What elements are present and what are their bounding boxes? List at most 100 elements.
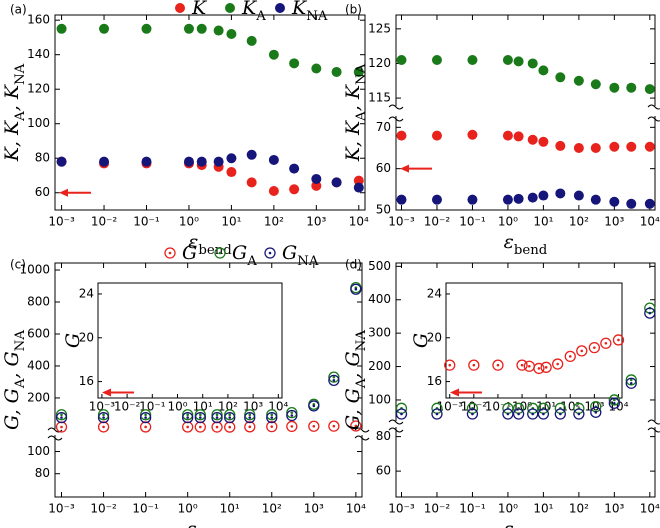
marker-dot [312,404,316,408]
data-point [396,130,407,141]
data-point [55,409,68,421]
legend-name: K [191,0,208,19]
label-part: G [62,333,84,348]
marker [211,409,223,421]
marker [194,411,206,424]
marker [527,58,538,69]
x-tick-label: 10⁻¹ [459,502,486,516]
y-tick-label: 115 [368,91,391,105]
arrow [400,164,432,173]
marker-dot [144,413,147,417]
data-point [246,35,257,46]
x-axis-label: εbend [504,518,548,528]
marker [214,247,226,259]
marker-dot [168,251,172,255]
marker-dot [471,412,474,416]
data-point [224,411,236,424]
marker-dot [60,416,63,419]
marker-dot [228,425,232,429]
axis-break-mark [47,435,63,441]
marker [268,49,279,60]
marker [513,193,524,204]
data-point [467,55,478,65]
marker [467,55,478,65]
marker [431,408,443,420]
data-point [331,66,342,77]
data-point [175,3,185,13]
inset-x-tick-label: 10⁻² [114,400,141,414]
data-point [353,182,364,193]
legend-name: G [282,242,297,264]
arrow [450,388,482,397]
plot-frame [54,14,366,211]
marker [226,28,237,39]
data-point [213,156,224,167]
data-point [573,143,584,153]
marker [467,194,478,205]
marker-dot [270,413,274,417]
legend-name: K [291,0,308,19]
data-point [266,420,278,433]
marker [600,337,612,349]
marker-dot [186,413,189,417]
marker [141,156,152,167]
marker [626,82,637,93]
marker-dot [268,251,272,255]
marker [527,408,539,420]
y-tick-label: 80 [35,151,50,165]
data-point [527,134,538,145]
y-tick-label: 1000 [19,263,50,277]
data-point [538,65,549,76]
x-tick-label: 10⁴ [346,502,366,516]
y-tick-label: 200 [27,390,50,404]
x-tick-label: 10⁴ [640,215,660,229]
axis-break-mark [354,427,370,433]
data-point [183,156,194,167]
y-tick-label: 100 [27,116,50,130]
marker-dot [215,425,219,429]
marker [56,156,67,167]
data-point [268,49,279,60]
marker-dot [568,355,572,358]
marker [266,409,278,421]
marker-dot [290,411,294,414]
x-tick-label: 10⁻³ [48,215,75,229]
marker [311,180,322,191]
marker [196,156,207,167]
marker-dot [199,416,202,419]
y-tick-label: 160 [27,13,50,27]
data-point [311,173,322,184]
marker [555,140,566,151]
data-point [555,72,566,83]
marker [139,421,152,433]
data-point [194,409,206,421]
axis-break-mark [388,116,404,122]
marker [609,196,620,207]
y-axis-label: K, KA, KNA [1,63,28,162]
marker-dot [60,425,63,429]
data-point [555,140,566,151]
marker [502,194,513,205]
data-point [211,411,223,424]
x-tick-label: 10¹ [220,502,240,516]
data-point [224,421,236,433]
panel-label: (d) [345,258,362,272]
inset-y-tick-label: 16 [427,374,442,388]
marker [350,420,362,432]
x-tick-label: 10⁰ [179,215,199,229]
subscript: A [13,111,28,122]
marker-dot [332,424,336,428]
data-point [308,420,320,432]
marker-dot [144,425,147,429]
data-point [644,141,655,152]
marker [224,409,236,421]
data-point [512,408,525,420]
x-axis-label: εbend [504,231,548,258]
marker [609,141,620,152]
data-point [264,247,276,259]
marker [625,374,637,386]
marker [246,149,257,160]
data-point [141,23,152,34]
legend-label: K [191,0,208,19]
data-point [513,193,524,204]
